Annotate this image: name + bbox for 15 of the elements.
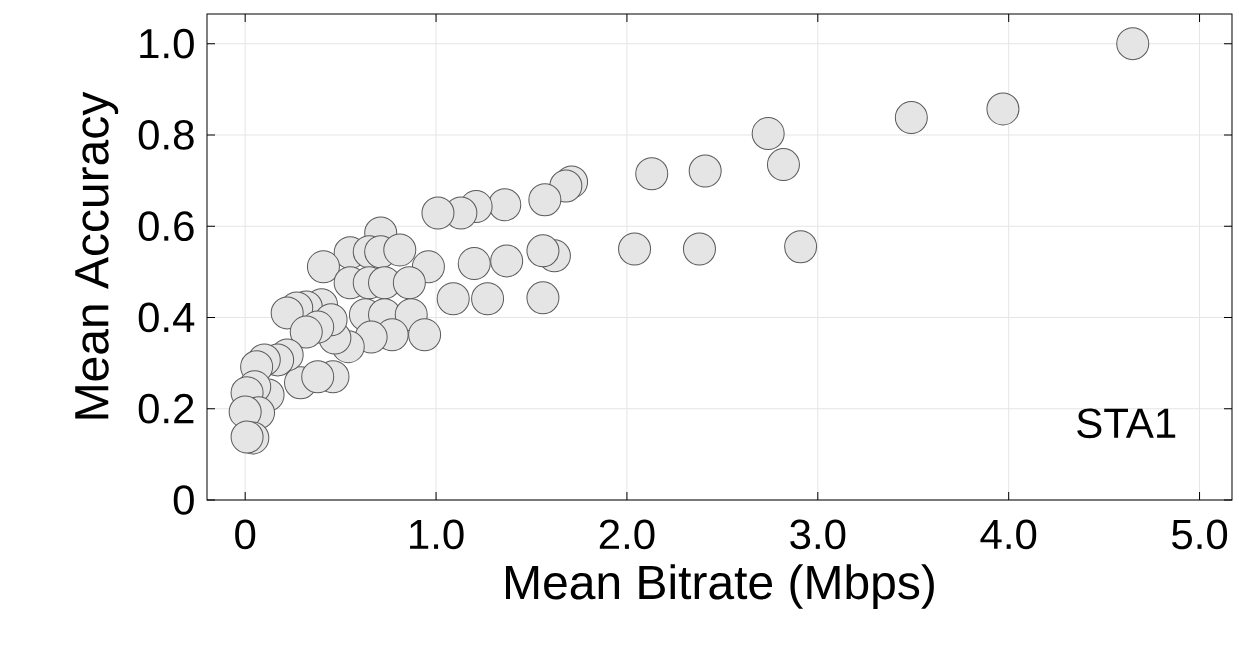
y-tick-label: 0.4 [138, 302, 195, 333]
y-tick-label: 0.6 [138, 211, 194, 242]
annotation: STA1 [1077, 408, 1176, 439]
x-tick-label: 5.0 [1172, 519, 1228, 550]
y-tick-label: 0 [173, 485, 194, 515]
y-tick-label: 0.8 [138, 120, 194, 150]
x-tick-label: 1.0 [410, 519, 464, 550]
y-tick-label: 0.2 [138, 393, 194, 424]
x-tick-label: 4.0 [980, 519, 1037, 550]
x-tick-label: 2.0 [599, 519, 655, 550]
y-axis-title: Mean Accuracy [75, 91, 119, 419]
y-tick-label: 1.0 [140, 28, 194, 59]
x-tick-label: 0 [235, 519, 256, 550]
x-tick-label: 3.0 [790, 519, 846, 550]
x-axis-title: Mean Bitrate (Mbps) [506, 564, 934, 609]
